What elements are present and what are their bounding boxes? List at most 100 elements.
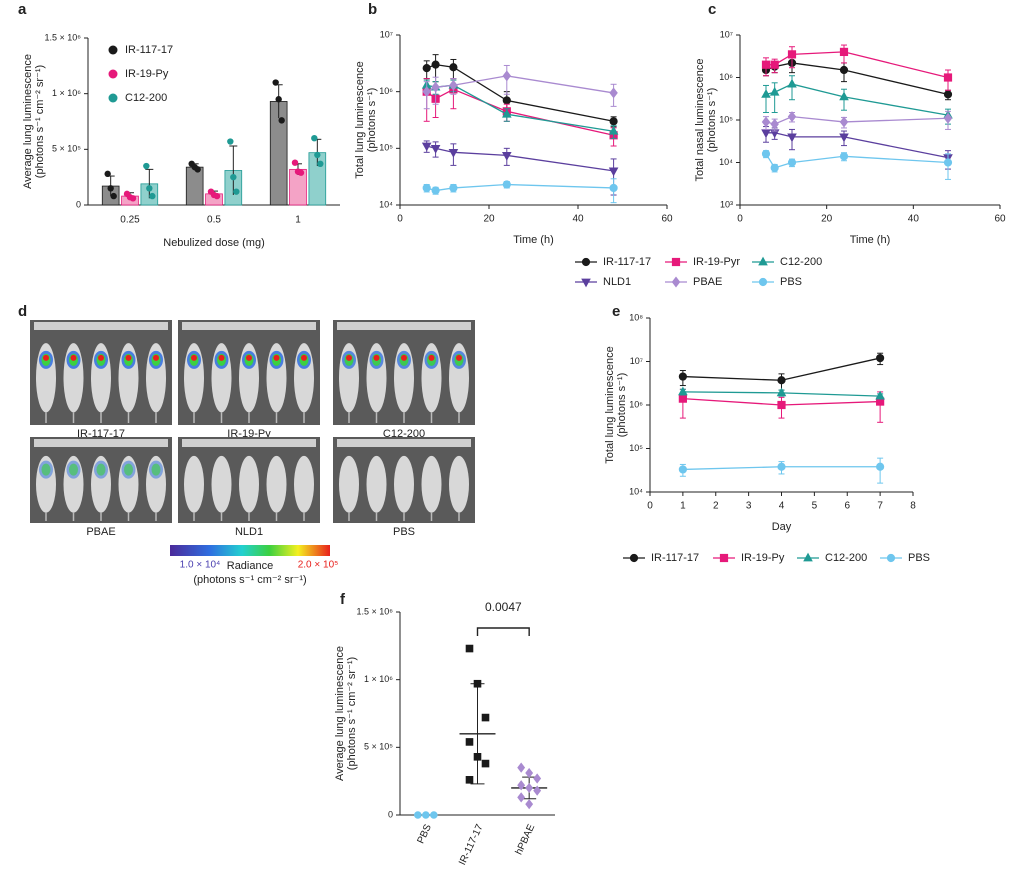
x-tick-label: 0.25	[120, 215, 140, 226]
y-axis-label: Total lung luminescence	[354, 61, 366, 178]
x-tick-label: 60	[994, 214, 1006, 225]
marker	[839, 116, 849, 128]
signal	[43, 354, 49, 361]
marker	[943, 112, 953, 124]
marker	[777, 376, 786, 385]
marker	[839, 47, 849, 57]
marker	[502, 70, 512, 82]
x-tick-label: 0.5	[207, 215, 221, 226]
marker	[421, 142, 432, 152]
legend-label: C12-200	[125, 92, 167, 104]
marker	[671, 276, 681, 288]
marker	[431, 60, 440, 69]
panel-letter: e	[612, 303, 620, 320]
signal	[41, 463, 51, 476]
marker	[525, 782, 534, 794]
series-line	[426, 88, 614, 136]
x-tick-label: 20	[821, 214, 833, 225]
y-axis-label: (photons s⁻¹)	[706, 88, 718, 153]
y-axis-label: Average lung luminescence	[22, 54, 34, 189]
y-tick-label: 0	[76, 199, 81, 209]
marker	[671, 257, 681, 267]
image-bar	[182, 322, 316, 330]
y-tick-label: 5 × 10⁵	[52, 144, 81, 154]
colorbar-title: Radiance	[227, 560, 273, 572]
y-tick-label: 10⁴	[629, 486, 643, 496]
image-bar	[34, 439, 168, 447]
x-tick-label: 0	[397, 214, 403, 225]
marker	[473, 679, 482, 688]
colorbar	[170, 545, 330, 556]
legend-label: IR-117-17	[603, 256, 651, 268]
x-tick-label: 0	[737, 214, 743, 225]
y-tick-label: 1 × 10⁶	[364, 674, 393, 684]
data-point	[104, 170, 111, 178]
data-point	[272, 79, 279, 86]
marker	[609, 183, 618, 193]
legend-label: IR-19-Py	[125, 68, 169, 80]
marker	[678, 465, 687, 474]
image-label: IR-19-Py	[227, 428, 271, 440]
x-tick-label: PBS	[416, 822, 435, 845]
panel-letter: b	[368, 1, 377, 18]
y-axis-label: (photons s⁻¹)	[366, 88, 378, 153]
y-tick-label: 10⁶	[629, 399, 643, 409]
data-point	[107, 185, 114, 192]
signal	[246, 354, 252, 361]
colorbar-max: 2.0 × 10⁵	[298, 560, 339, 571]
x-tick-label: 40	[572, 214, 584, 225]
x-tick-label: 0	[647, 501, 653, 512]
panel-letter: d	[18, 303, 27, 320]
marker	[430, 144, 441, 154]
data-point	[129, 195, 137, 202]
marker	[481, 759, 490, 768]
image-label: PBS	[393, 526, 415, 538]
mouse	[294, 455, 314, 513]
y-tick-label: 10⁵	[629, 443, 643, 453]
image-label: IR-117-17	[77, 428, 125, 440]
panel-letter: c	[708, 1, 716, 18]
y-tick-label: 1.5 × 10⁶	[45, 32, 82, 42]
marker	[803, 552, 813, 562]
legend-label: NLD1	[603, 276, 631, 288]
x-tick-label: 20	[483, 214, 495, 225]
marker	[875, 390, 885, 400]
image-bar	[34, 322, 168, 330]
signal	[98, 354, 104, 361]
marker	[525, 799, 534, 810]
x-tick-label: 40	[908, 214, 920, 225]
y-axis-label: (photons s⁻¹ cm⁻² sr⁻¹)	[346, 657, 358, 770]
marker	[501, 108, 512, 118]
marker	[422, 811, 430, 819]
mouse	[394, 455, 414, 513]
legend-label: PBS	[780, 276, 802, 288]
legend-label: IR-19-Py	[741, 552, 785, 564]
marker	[431, 186, 440, 195]
marker	[943, 73, 953, 82]
y-tick-label: 0	[388, 809, 393, 819]
mouse	[421, 455, 442, 513]
mouse	[211, 455, 232, 513]
data-point	[275, 96, 282, 103]
marker	[777, 462, 786, 471]
y-axis-label: (photons s⁻¹ cm⁻² sr⁻¹)	[34, 65, 46, 178]
marker	[448, 148, 459, 158]
marker	[876, 462, 885, 471]
image-label: NLD1	[235, 526, 263, 538]
image-bar	[337, 439, 471, 447]
marker	[581, 257, 591, 267]
colorbar-title: (photons s⁻¹ cm⁻² sr⁻¹)	[193, 574, 306, 586]
marker	[517, 762, 526, 773]
marker	[465, 738, 474, 746]
marker	[787, 158, 797, 167]
x-tick-label: 5	[812, 501, 818, 512]
image-bar	[182, 439, 316, 447]
marker	[678, 394, 687, 403]
marker	[758, 256, 768, 266]
x-tick-label: IR-117-17	[457, 822, 486, 867]
signal	[273, 354, 280, 361]
mouse	[449, 455, 469, 513]
marker	[787, 133, 797, 143]
marker	[943, 158, 953, 167]
